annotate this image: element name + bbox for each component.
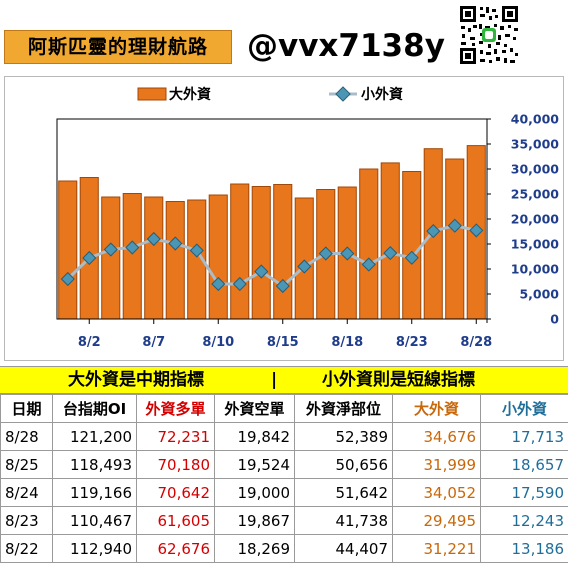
x-tick-label: 8/15	[267, 335, 299, 350]
cell-big-foreign: 34,676	[393, 423, 481, 451]
cell-small-foreign: 13,186	[481, 535, 568, 563]
bar-big-foreign-18	[446, 159, 464, 319]
chart-frame: 大外資 小外資 0 5,000 10,000 15,000 20,000 25,000 30…	[4, 76, 564, 361]
cell-small-foreign: 17,713	[481, 423, 568, 451]
x-tick-label: 8/18	[331, 335, 363, 350]
indicator-banner: 大外資是中期指標 | 小外資則是短線指標	[0, 366, 568, 394]
cell-foreign-long: 70,642	[137, 479, 215, 507]
bar-big-foreign-3	[123, 194, 141, 320]
chart-legend: 大外資 小外資	[138, 86, 403, 103]
header-big-foreign: 大外資	[393, 395, 481, 423]
cell-foreign-net: 51,642	[295, 479, 393, 507]
bar-big-foreign-11	[295, 198, 313, 319]
plot-area	[57, 119, 487, 319]
y-tick-label: 15,000	[511, 237, 560, 252]
bar-big-foreign-0	[59, 181, 77, 319]
banner-right-text: 小外資則是短線指標	[322, 367, 475, 393]
foreign-position-chart: 大外資 小外資 0 5,000 10,000 15,000 20,000 25,000 30…	[5, 77, 563, 360]
bar-big-foreign-16	[403, 172, 421, 320]
y-tick-label: 20,000	[511, 212, 560, 227]
header: 阿斯匹靈的理財航路 @vvx7138y	[0, 0, 568, 75]
y-tick-label: 40,000	[511, 112, 560, 127]
cell-foreign-long: 61,605	[137, 507, 215, 535]
cell-big-foreign: 31,221	[393, 535, 481, 563]
cell-foreign-short: 18,269	[215, 535, 295, 563]
cell-foreign-long: 70,180	[137, 451, 215, 479]
y-tick-label: 35,000	[511, 137, 560, 152]
page-title: 阿斯匹靈的理財航路	[5, 31, 231, 63]
cell-date: 8/24	[1, 479, 53, 507]
bar-big-foreign-5	[166, 202, 184, 320]
cell-foreign-long: 72,231	[137, 423, 215, 451]
header-foreign-short: 外資空單	[215, 395, 295, 423]
cell-oi: 118,493	[53, 451, 137, 479]
y-tick-label: 10,000	[511, 262, 560, 277]
title-badge: 阿斯匹靈的理財航路	[4, 30, 232, 64]
cell-date: 8/28	[1, 423, 53, 451]
x-tick-label: 8/28	[460, 335, 492, 350]
cell-foreign-net: 41,738	[295, 507, 393, 535]
banner-separator: |	[271, 367, 277, 393]
cell-big-foreign: 29,495	[393, 507, 481, 535]
cell-big-foreign: 31,999	[393, 451, 481, 479]
cell-date: 8/23	[1, 507, 53, 535]
header-foreign-net: 外資淨部位	[295, 395, 393, 423]
bar-big-foreign-8	[231, 184, 249, 319]
cell-small-foreign: 18,657	[481, 451, 568, 479]
legend-label-big-foreign: 大外資	[169, 86, 211, 103]
legend-bar-swatch	[138, 88, 166, 100]
cell-small-foreign: 12,243	[481, 507, 568, 535]
cell-foreign-net: 52,389	[295, 423, 393, 451]
cell-date: 8/22	[1, 535, 53, 563]
header-small-foreign: 小外資	[481, 395, 568, 423]
legend-marker-swatch	[336, 87, 350, 101]
cell-foreign-short: 19,000	[215, 479, 295, 507]
bar-big-foreign-7	[209, 195, 227, 319]
header-oi: 台指期OI	[53, 395, 137, 423]
cell-oi: 121,200	[53, 423, 137, 451]
cell-foreign-net: 50,656	[295, 451, 393, 479]
qr-code-icon	[458, 4, 520, 66]
legend-label-small-foreign: 小外資	[361, 86, 403, 103]
cell-foreign-long: 62,676	[137, 535, 215, 563]
bar-big-foreign-1	[80, 178, 98, 320]
header-date: 日期	[1, 395, 53, 423]
y-tick-label: 0	[550, 312, 559, 327]
header-foreign-long: 外資多單	[137, 395, 215, 423]
table-header-row: 日期 台指期OI 外資多單 外資空單 外資淨部位 大外資 小外資	[1, 395, 568, 423]
cell-small-foreign: 17,590	[481, 479, 568, 507]
bar-big-foreign-15	[381, 163, 399, 319]
bar-big-foreign-9	[252, 187, 270, 320]
cell-foreign-short: 19,524	[215, 451, 295, 479]
y-tick-label: 5,000	[519, 287, 559, 302]
bar-big-foreign-4	[145, 197, 163, 319]
cell-foreign-short: 19,867	[215, 507, 295, 535]
x-tick-label: 8/2	[78, 335, 101, 350]
bar-big-foreign-10	[274, 185, 292, 320]
bar-big-foreign-2	[102, 197, 120, 319]
cell-foreign-net: 44,407	[295, 535, 393, 563]
x-axis: 8/2 8/7 8/10 8/15 8/18 8/23 8/28	[57, 319, 492, 350]
cell-oi: 110,467	[53, 507, 137, 535]
x-tick-label: 8/23	[396, 335, 428, 350]
bar-big-foreign-14	[360, 169, 378, 319]
x-tick-label: 8/7	[142, 335, 165, 350]
x-tick-label: 8/10	[202, 335, 234, 350]
y-axis: 0 5,000 10,000 15,000 20,000 25,000 30,000 35,0…	[487, 112, 559, 327]
y-tick-label: 30,000	[511, 162, 560, 177]
banner-left-text: 大外資是中期指標	[68, 367, 204, 393]
author-handle: @vvx7138y	[247, 26, 445, 66]
cell-foreign-short: 19,842	[215, 423, 295, 451]
y-tick-label: 25,000	[511, 187, 560, 202]
cell-oi: 112,940	[53, 535, 137, 563]
cell-oi: 119,166	[53, 479, 137, 507]
cell-date: 8/25	[1, 451, 53, 479]
cell-big-foreign: 34,052	[393, 479, 481, 507]
